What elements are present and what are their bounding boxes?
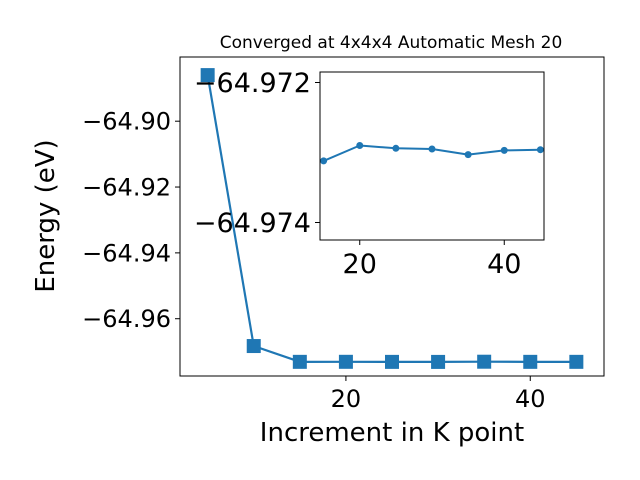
inset-data-point — [320, 157, 328, 165]
inset-y-tick-label: −64.972 — [194, 68, 311, 99]
main-series — [200, 68, 584, 369]
main-data-point — [292, 354, 307, 369]
main-y-tick-label: −64.92 — [82, 173, 171, 201]
main-x-tick-label: 40 — [515, 385, 546, 413]
y-axis-label: Energy (eV) — [31, 139, 61, 292]
inset-data-point — [500, 146, 508, 154]
inset-data-point — [464, 151, 472, 159]
main-y-tick-label: −64.94 — [82, 239, 171, 267]
main-y-tick-label: −64.90 — [82, 108, 171, 136]
main-data-point — [569, 354, 584, 369]
main-axes-frame — [179, 56, 605, 377]
x-axis-label: Increment in K point — [260, 418, 524, 448]
main-data-point — [200, 68, 215, 83]
inset-data-point — [428, 145, 436, 153]
inset-data-point — [536, 146, 544, 154]
inset-x-tick-label: 40 — [487, 249, 521, 280]
inset-data-point — [392, 144, 400, 152]
main-data-point — [523, 354, 538, 369]
inset-background — [320, 72, 544, 240]
inset-x-tick-label: 20 — [343, 249, 377, 280]
main-data-point — [431, 354, 446, 369]
inset-axes-frame — [319, 71, 545, 241]
inset-y-tick-label: −64.974 — [194, 208, 311, 239]
inset-data-point — [356, 142, 364, 149]
chart-title: Converged at 4x4x4 Automatic Mesh 20 — [220, 33, 563, 53]
main-data-point — [477, 354, 492, 369]
main-data-point — [385, 354, 399, 369]
inset-y-ticks: −64.974 −64.972 — [194, 68, 320, 239]
main-data-point — [338, 354, 353, 369]
inset-series — [320, 142, 544, 165]
main-x-ticks: 20 40 — [331, 376, 546, 413]
inset-x-ticks: 20 40 — [343, 240, 521, 280]
main-y-tick-label: −64.96 — [82, 305, 171, 333]
main-data-point — [246, 339, 261, 354]
main-x-tick-label: 20 — [331, 385, 362, 413]
main-y-ticks: −64.90 −64.92 −64.94 −64.96 — [82, 108, 180, 333]
